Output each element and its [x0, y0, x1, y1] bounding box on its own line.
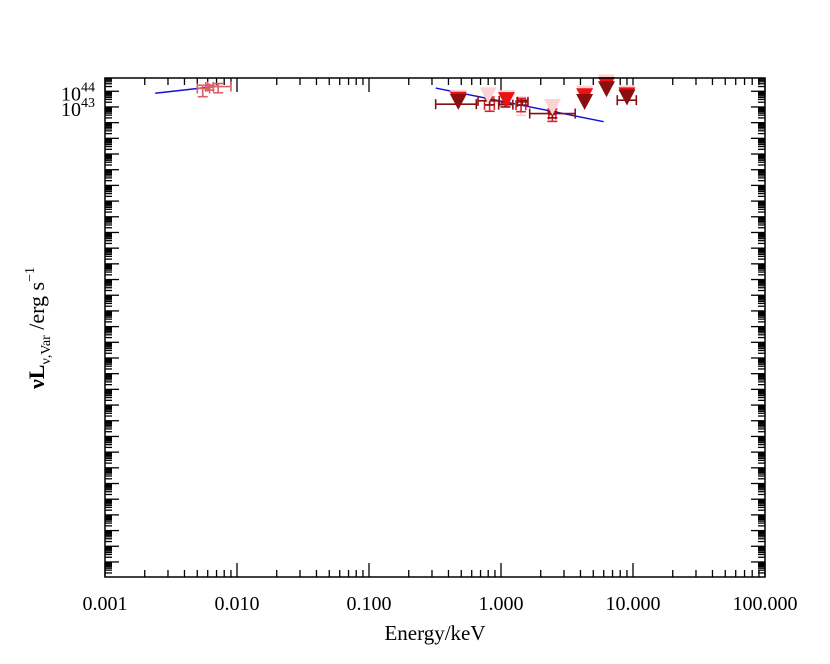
y-axis-title-unit: /erg s [24, 282, 49, 335]
upper-limit-marker [449, 93, 467, 110]
plot-frame [104, 77, 766, 578]
x-tick-labels: 0.001 0.010 0.100 1.000 10.000 100.000 [83, 593, 798, 615]
axis-ticks [104, 78, 766, 577]
y-axis-title-exp: −1 [23, 267, 38, 282]
upper-limit-markers [449, 74, 636, 115]
x-tick-label: 10.000 [606, 593, 661, 615]
y-axis-title-sub: ν,Var [39, 335, 54, 365]
y-axis-title-main: νL [24, 365, 49, 391]
y-axis-title: νLν,Var /erg s−1 [23, 267, 54, 390]
upper-limit-marker [543, 98, 561, 115]
y-tick-label-base: 10 [61, 83, 81, 105]
x-axis-title: Energy/keV [384, 621, 485, 645]
x-tick-label: 0.010 [215, 593, 260, 615]
y-tick-label-base: 10 [61, 99, 81, 121]
upper-limit-marker [618, 89, 636, 106]
upper-limit-marker [497, 92, 515, 109]
upper-limit-marker [576, 94, 594, 111]
upper-limit-marker [598, 81, 616, 98]
y-tick-label-exponent: 43 [81, 96, 95, 111]
x-tick-label: 100.000 [733, 593, 798, 615]
upper-limit-marker [479, 87, 497, 104]
x-tick-label: 0.100 [347, 593, 392, 615]
errorbar-point [206, 81, 232, 94]
fit-lines [155, 85, 604, 123]
x-tick-label: 1.000 [479, 593, 524, 615]
y-tick-label: 1044 [61, 80, 95, 105]
errorbar-point [516, 96, 529, 107]
y-tick-label: 1043 [61, 96, 95, 121]
x-tick-label: 0.001 [83, 593, 128, 615]
y-tick-label-exponent: 44 [81, 80, 95, 95]
